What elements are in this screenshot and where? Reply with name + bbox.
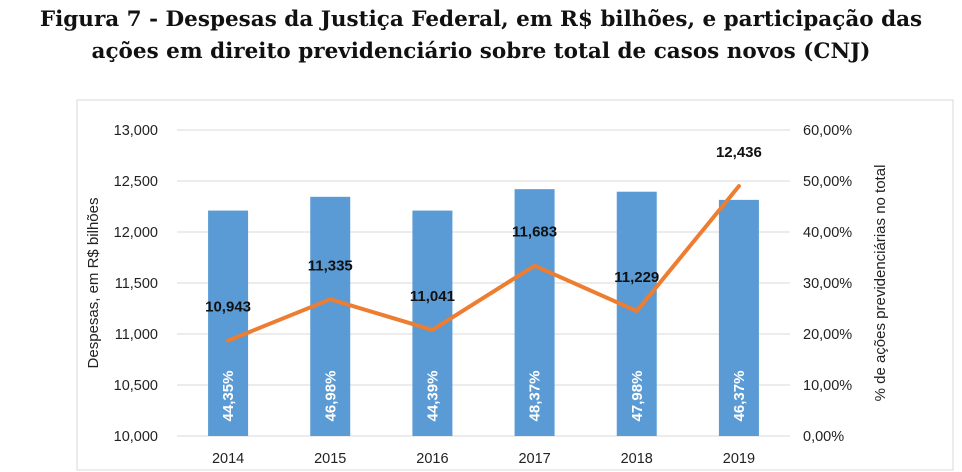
bar — [208, 210, 249, 436]
x-tick-label: 2019 — [723, 451, 755, 467]
bar — [514, 189, 555, 436]
y2-axis-label: % de ações previdenciárias no total — [872, 165, 889, 402]
line-data-label: 11,229 — [614, 269, 659, 286]
line-point — [635, 309, 639, 313]
bar-data-label: 44,39% — [424, 371, 441, 422]
chart-title: Figura 7 - Despesas da Justiça Federal, … — [0, 4, 962, 68]
line-point — [328, 297, 332, 301]
chart-frame — [76, 99, 954, 471]
line-data-label: 12,436 — [716, 144, 762, 161]
y2-tick-label: 40,00% — [803, 225, 852, 241]
y-tick-label: 13,000 — [114, 123, 158, 139]
y-tick-label: 12,500 — [114, 174, 158, 190]
x-axis-ticks: 2014 2015 2016 2017 2018 2019 — [212, 451, 755, 467]
bar-data-label: 44,35% — [220, 371, 237, 422]
bar — [616, 191, 657, 436]
line-path — [226, 184, 741, 343]
chart-title-line-1: Figura 7 - Despesas da Justiça Federal, … — [39, 7, 923, 32]
x-tick-label: 2014 — [212, 451, 244, 467]
line-series — [226, 184, 741, 343]
y2-tick-label: 0,00% — [803, 429, 844, 445]
bar-data-label: 48,37% — [527, 371, 544, 422]
bar-series — [208, 189, 759, 436]
bar-data-label: 47,98% — [629, 371, 646, 422]
line-point — [430, 328, 434, 332]
bar — [718, 199, 759, 436]
line-point — [226, 339, 230, 343]
line-data-label: 11,683 — [512, 224, 557, 241]
bar-labels: 44,35% 46,98% 44,39% 48,37% 47,98% 46,37% — [220, 371, 748, 422]
line-data-label: 10,943 — [205, 299, 251, 316]
left-axis-ticks: 10,000 10,500 11,000 11,500 12,000 12,500 13,0… — [114, 123, 158, 445]
x-tick-label: 2017 — [518, 451, 550, 467]
x-tick-label: 2018 — [621, 451, 653, 467]
x-tick-label: 2015 — [314, 451, 346, 467]
gridlines — [177, 129, 790, 437]
y-tick-label: 11,000 — [115, 327, 158, 343]
y2-tick-label: 50,00% — [803, 174, 852, 190]
y2-tick-label: 60,00% — [803, 123, 852, 139]
y2-tick-label: 10,00% — [803, 378, 852, 394]
bar-data-label: 46,98% — [322, 371, 339, 422]
chart-title-line-2: ações em direito previdenciário sobre to… — [91, 39, 871, 64]
x-tick-label: 2016 — [416, 451, 448, 467]
line-labels: 10,943 11,335 11,041 11,683 11,229 12,436 — [205, 144, 762, 316]
bar — [310, 196, 351, 436]
y-tick-label: 10,000 — [114, 429, 158, 445]
right-axis-ticks: 0,00% 10,00% 20,00% 30,00% 40,00% 50,00% 60,00… — [803, 123, 852, 445]
line-point — [737, 184, 741, 188]
line-data-label: 11,335 — [308, 257, 353, 274]
y-tick-label: 11,500 — [115, 276, 158, 292]
y2-tick-label: 20,00% — [803, 327, 852, 343]
y-tick-label: 12,000 — [114, 225, 158, 241]
bar-data-label: 46,37% — [731, 371, 748, 422]
y-axis-label: Despesas, em R$ bilhões — [85, 198, 102, 369]
line-data-label: 11,041 — [410, 288, 455, 305]
line-point — [533, 264, 537, 268]
y2-tick-label: 30,00% — [803, 276, 852, 292]
y-tick-label: 10,500 — [114, 378, 158, 394]
